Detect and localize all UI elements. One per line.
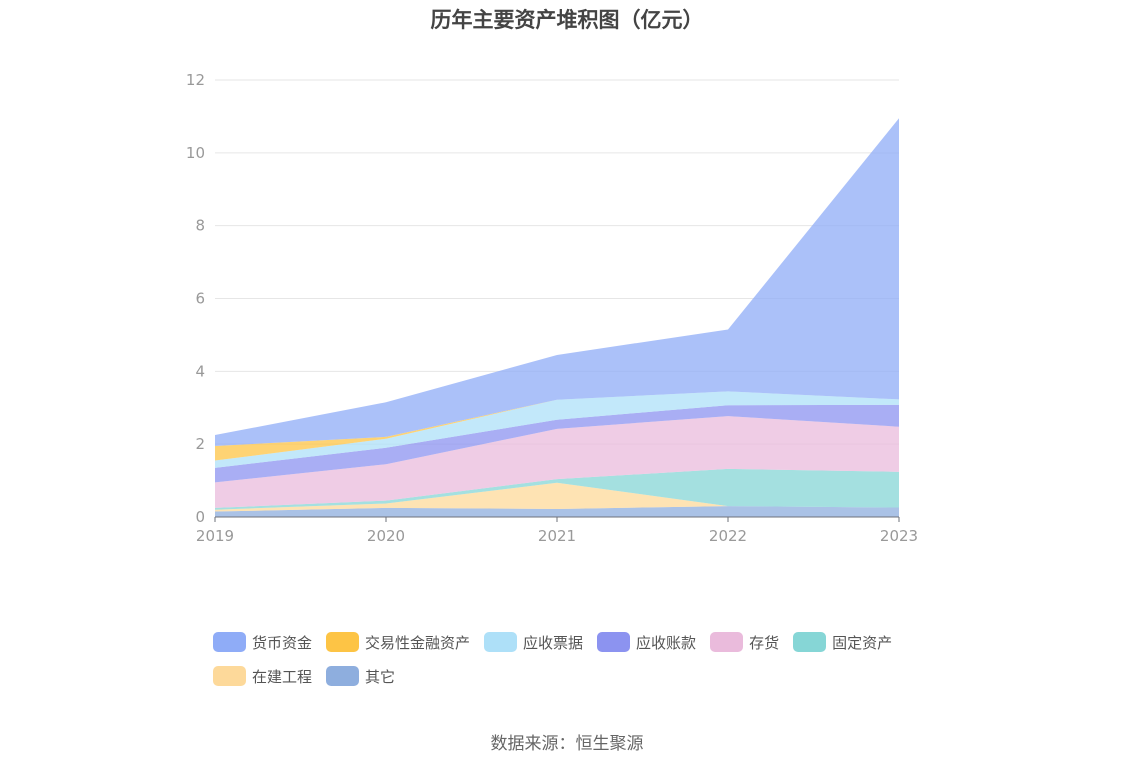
legend-label: 应收票据	[523, 633, 584, 652]
legend-label: 应收账款	[636, 633, 697, 652]
legend-swatch	[597, 632, 631, 652]
x-tick-label: 2019	[196, 527, 234, 545]
area-series-2[interactable]: 固定资产	[215, 468, 899, 510]
y-tick-label: 12	[186, 71, 205, 89]
legend-swatch	[793, 632, 827, 652]
legend-swatch	[326, 666, 360, 686]
legend-label: 交易性金融资产	[365, 633, 471, 652]
legend-item[interactable]: 应收账款	[597, 630, 696, 654]
y-tick-label: 8	[195, 217, 205, 235]
y-tick-label: 6	[195, 290, 205, 308]
legend-item[interactable]: 交易性金融资产	[326, 630, 470, 654]
area-series-0[interactable]: 其它	[215, 506, 899, 517]
area-series-7[interactable]: 货币资金	[215, 118, 899, 446]
legend-swatch	[326, 632, 360, 652]
y-tick-label: 2	[195, 435, 205, 453]
area-series-5[interactable]: 应收票据	[215, 391, 899, 468]
legend-item[interactable]: 固定资产	[793, 630, 892, 654]
legend-swatch	[710, 632, 744, 652]
y-tick-label: 4	[195, 362, 205, 380]
axis-layer: 0 2 4 6 8 10 12 2019 2020 2021 2022 2023	[186, 71, 918, 545]
data-source: 数据来源：恒生聚源	[490, 734, 644, 754]
x-tick-label: 2021	[538, 527, 576, 545]
x-tick-label: 2022	[709, 527, 747, 545]
area-series-4[interactable]: 应收账款	[215, 404, 899, 483]
legend-label: 在建工程	[252, 667, 313, 686]
legend-item[interactable]: 在建工程	[213, 664, 312, 688]
legend-label: 存货	[749, 633, 780, 652]
stacked-area-chart: 其它在建工程固定资产存货应收账款应收票据交易性金融资产货币资金 0 2 4 6 8 10 1…	[186, 71, 918, 545]
legend-item[interactable]: 存货	[710, 630, 779, 654]
chart-title: 历年主要资产堆积图（亿元）	[430, 8, 704, 32]
legend-swatch	[484, 632, 518, 652]
area-series-1[interactable]: 在建工程	[215, 482, 899, 512]
area-layer: 其它在建工程固定资产存货应收账款应收票据交易性金融资产货币资金	[215, 118, 899, 517]
x-tick-label: 2023	[880, 527, 918, 545]
legend: 货币资金 交易性金融资产 应收票据 应收账款 存货 固定资产在建工程 其它	[213, 630, 953, 698]
area-series-3[interactable]: 存货	[215, 416, 899, 508]
legend-label: 固定资产	[832, 633, 893, 652]
legend-item[interactable]: 其它	[326, 664, 395, 688]
legend-swatch	[213, 666, 246, 686]
legend-item[interactable]: 货币资金	[213, 630, 312, 654]
x-tick-label: 2020	[367, 527, 405, 545]
legend-item[interactable]: 应收票据	[484, 630, 583, 654]
legend-label: 其它	[365, 667, 396, 686]
y-tick-label: 10	[186, 144, 205, 162]
y-tick-label: 0	[195, 508, 205, 526]
legend-swatch	[213, 632, 246, 652]
legend-label: 货币资金	[252, 633, 313, 652]
